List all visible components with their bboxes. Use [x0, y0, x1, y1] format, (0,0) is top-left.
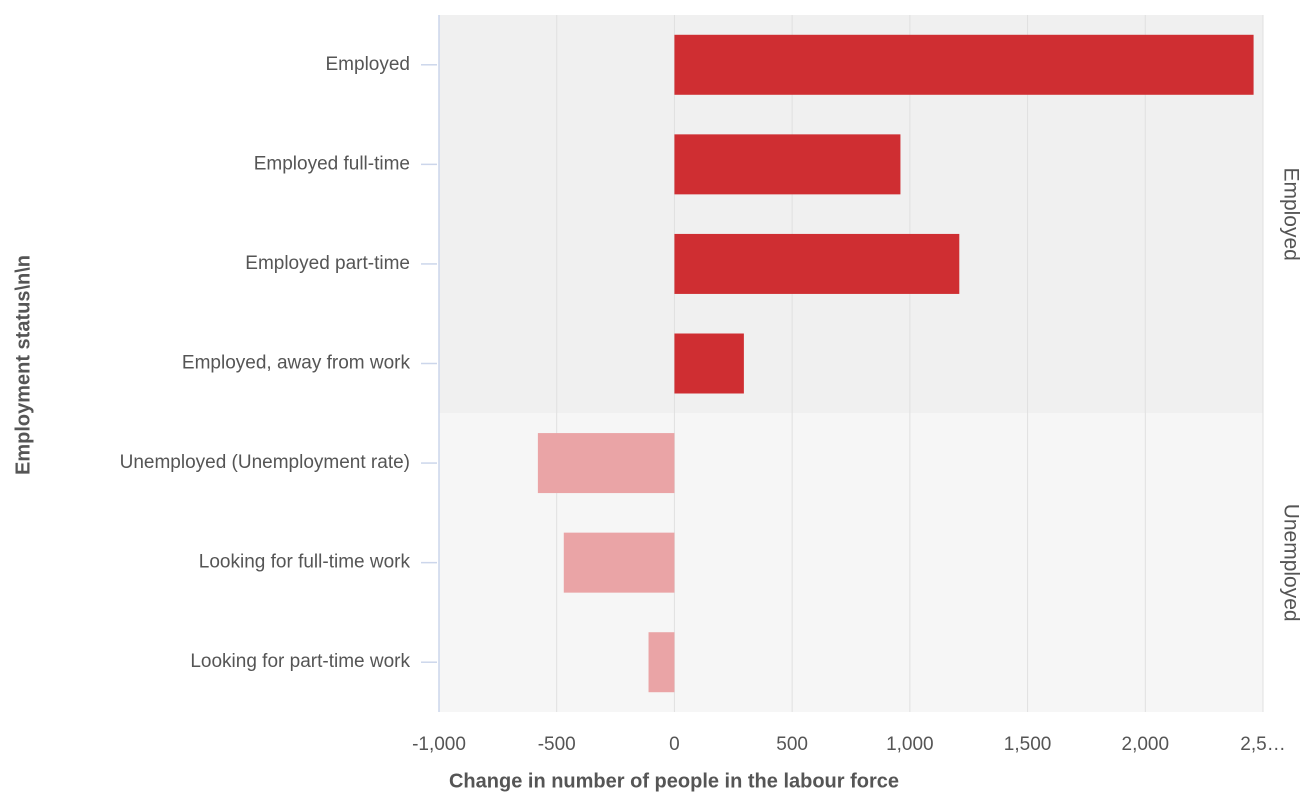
x-axis-title: Change in number of people in the labour…	[449, 770, 899, 792]
bar	[674, 233, 960, 294]
y-tick-label: Employed, away from work	[182, 353, 411, 374]
bar	[674, 34, 1254, 95]
x-tick-label: 0	[669, 734, 680, 755]
y-tick-label: Employed	[326, 54, 411, 75]
y-tick-label: Employed part-time	[245, 253, 410, 274]
y-tick-label: Unemployed (Unemployment rate)	[120, 452, 410, 473]
bar	[674, 333, 744, 394]
y-tick-label: Looking for part-time work	[190, 651, 410, 672]
bar	[563, 532, 675, 593]
x-tick-label: -1,000	[412, 734, 466, 755]
bar	[537, 433, 675, 494]
x-tick-label: 1,000	[886, 734, 934, 755]
group-label: Employed	[1279, 167, 1302, 260]
x-tick-label: 2,5…	[1240, 734, 1285, 755]
y-axis-title: Employment status\n\n	[12, 255, 34, 475]
y-tick-label: Employed full-time	[254, 153, 410, 174]
x-tick-label: 1,500	[1004, 734, 1052, 755]
x-tick-label: -500	[538, 734, 576, 755]
x-tick-label: 2,000	[1122, 734, 1170, 755]
x-tick-label: 500	[776, 734, 808, 755]
y-tick-label: Looking for full-time work	[199, 552, 411, 573]
bar	[648, 632, 675, 693]
bar	[674, 134, 901, 195]
group-label: Unemployed	[1279, 504, 1302, 622]
